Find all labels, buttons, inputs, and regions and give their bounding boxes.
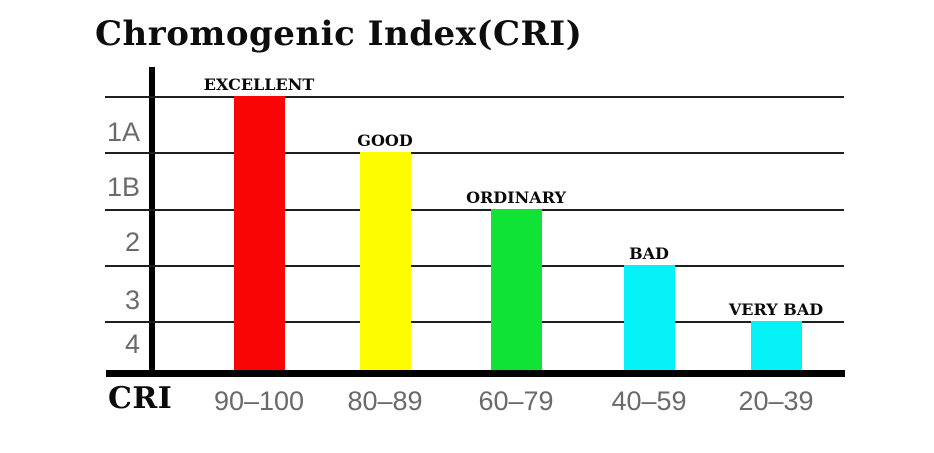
chart-title: Chromogenic Index(CRI) <box>95 14 583 54</box>
bar-good <box>359 152 411 370</box>
gridline-level-4 <box>105 152 844 154</box>
bar-ordinary <box>490 209 542 370</box>
y-axis-label-3: 3 <box>124 285 140 315</box>
y-axis-label-4: 4 <box>124 329 140 359</box>
bar-rating-label: GOOD <box>357 131 413 150</box>
y-axis-line <box>149 67 155 377</box>
gridline-level-2 <box>105 265 844 267</box>
x-tick-label: 60–79 <box>478 386 554 416</box>
x-axis-title: CRI <box>108 381 173 416</box>
bar-excellent <box>233 96 285 370</box>
y-axis-label-1b: 1B <box>106 172 140 202</box>
y-axis-label-2: 2 <box>124 227 140 257</box>
x-tick-label: 80–89 <box>347 386 423 416</box>
bar-rating-label: ORDINARY <box>466 188 566 207</box>
x-tick-label: 20–39 <box>738 386 814 416</box>
bar-rating-label: VERY BAD <box>728 300 824 319</box>
x-axis-line <box>106 370 845 377</box>
x-tick-label: 40–59 <box>611 386 687 416</box>
bar-bad <box>623 265 675 370</box>
bar-very-bad <box>750 321 802 370</box>
gridline-level-1 <box>105 321 844 323</box>
bar-rating-label: BAD <box>629 244 669 263</box>
x-tick-label: 90–100 <box>213 386 305 416</box>
gridline-level-3 <box>105 209 844 211</box>
bar-rating-label: EXCELLENT <box>203 75 315 94</box>
y-axis-label-1a: 1A <box>106 117 140 147</box>
gridline-level-5 <box>105 96 844 98</box>
